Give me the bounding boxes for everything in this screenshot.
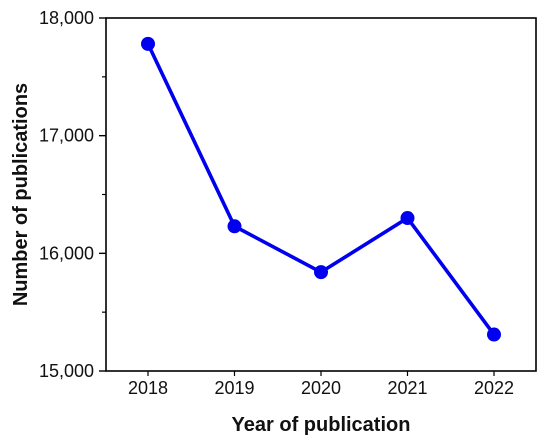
x-tick-label: 2020 <box>301 378 341 398</box>
x-tick-label: 2018 <box>128 378 168 398</box>
data-point <box>400 211 415 226</box>
data-point <box>487 327 501 342</box>
y-tick-label: 15,000 <box>39 361 94 381</box>
y-tick-label: 18,000 <box>39 8 94 28</box>
y-tick-label: 17,000 <box>39 126 94 146</box>
x-axis-title: Year of publication <box>232 414 411 436</box>
y-axis-title: Number of publications <box>10 83 32 306</box>
y-axis: 15,000 16,000 17,000 18,000 <box>39 8 106 381</box>
data-point <box>141 36 155 51</box>
y-tick-label: 16,000 <box>39 243 94 263</box>
x-axis: 2018 2019 2020 2021 2022 <box>128 371 514 398</box>
data-point <box>314 265 328 280</box>
x-tick-label: 2021 <box>387 378 427 398</box>
plot-frame <box>105 17 537 372</box>
x-tick-label: 2019 <box>214 378 254 398</box>
data-point <box>227 219 242 234</box>
series-line <box>146 42 496 337</box>
x-tick-label: 2022 <box>474 378 514 398</box>
series-layer <box>141 36 501 342</box>
